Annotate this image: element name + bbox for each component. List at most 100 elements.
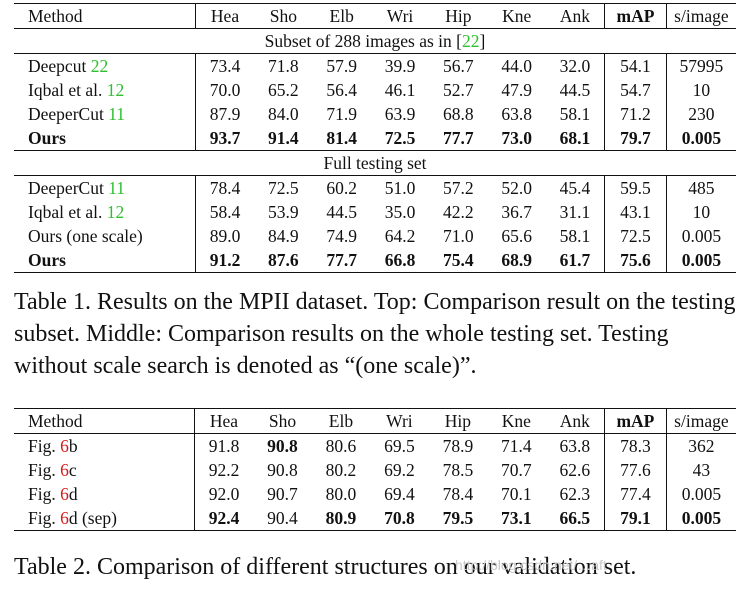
citation-link[interactable]: 12 xyxy=(106,80,125,100)
value-cell: 72.5 xyxy=(384,128,416,148)
col-header-method: Method xyxy=(14,408,195,434)
table-row: Fig. 6d (sep) 92.4 90.4 80.9 70.8 79.5 73.1 66.… xyxy=(14,506,736,531)
value-cell: 78.4 xyxy=(194,175,255,200)
value-cell: 57995 xyxy=(665,53,736,78)
figure-link[interactable]: 6 xyxy=(60,460,69,480)
table-row: Ours 93.7 91.4 81.4 72.5 77.7 73.0 68.1 79.7 0.00… xyxy=(14,126,736,151)
value-cell: 75.4 xyxy=(429,248,488,273)
value-cell: 73.1 xyxy=(487,506,546,531)
value-cell: 90.4 xyxy=(253,506,312,531)
citation-link[interactable]: 22 xyxy=(90,56,109,76)
value-cell: 44.5 xyxy=(326,202,357,222)
table-row: DeeperCut 11 87.9 84.0 71.9 63.9 68.8 63.8 58.1… xyxy=(14,102,736,126)
value-cell: 72.5 xyxy=(268,178,299,198)
value-cell: 84.9 xyxy=(268,226,299,246)
method-cell: Ours xyxy=(14,248,196,273)
value-cell: 45.4 xyxy=(559,178,591,198)
value-cell: 71.2 xyxy=(604,102,667,126)
value-cell: 79.1 xyxy=(604,506,667,531)
value-cell: 0.005 xyxy=(665,482,736,506)
value-cell: 77.4 xyxy=(604,482,667,506)
col-header-method: Method xyxy=(14,3,196,29)
value-cell: 66.5 xyxy=(545,506,605,531)
value-cell: 0.005 xyxy=(665,126,736,151)
citation-link[interactable]: 12 xyxy=(106,202,125,222)
value-cell: 70.0 xyxy=(194,78,255,102)
table-row: Fig. 6c 92.2 90.8 80.2 69.2 78.5 70.7 62.6 77.6 4… xyxy=(14,458,736,482)
value-cell: 10 xyxy=(665,78,736,102)
value-cell: 56.7 xyxy=(443,56,474,76)
col-header-s-per-image: s/image xyxy=(665,3,736,29)
value-cell: 87.6 xyxy=(254,248,313,273)
figure-link[interactable]: 6 xyxy=(60,436,69,456)
value-cell: 92.0 xyxy=(193,482,254,506)
value-cell: 70.7 xyxy=(501,460,532,480)
value-cell: 80.0 xyxy=(325,484,357,504)
value-cell: 70.1 xyxy=(501,484,532,504)
value-cell: 52.7 xyxy=(443,80,474,100)
value-cell: 74.9 xyxy=(326,226,357,246)
method-cell: Fig. 6c xyxy=(28,460,77,480)
table-row: Iqbal et al. 12 70.0 65.2 56.4 46.1 52.7 47.9 4… xyxy=(14,78,736,102)
value-cell: 71.9 xyxy=(326,104,357,124)
citation-link[interactable]: 11 xyxy=(108,104,126,124)
value-cell: 91.8 xyxy=(193,433,254,458)
value-cell: 44.0 xyxy=(501,56,532,76)
value-cell: 46.1 xyxy=(384,80,416,100)
value-cell: 230 xyxy=(665,102,736,126)
value-cell: 80.9 xyxy=(311,506,371,531)
method-cell: Fig. 6d (sep) xyxy=(14,506,195,531)
col-header-s-per-image: s/image xyxy=(665,408,736,434)
value-cell: 75.6 xyxy=(604,248,667,273)
value-cell: 31.1 xyxy=(559,202,591,222)
value-cell: 89.0 xyxy=(194,224,255,248)
value-cell: 68.1 xyxy=(559,128,591,148)
value-cell: 90.8 xyxy=(267,460,298,480)
value-cell: 0.005 xyxy=(665,248,736,273)
value-cell: 69.2 xyxy=(384,460,415,480)
value-cell: 42.2 xyxy=(443,202,474,222)
value-cell: 77.7 xyxy=(312,248,371,273)
value-cell: 79.5 xyxy=(428,506,488,531)
col-header-kne: Kne xyxy=(487,408,546,434)
value-cell: 91.2 xyxy=(194,248,255,273)
value-cell: 78.4 xyxy=(442,484,474,504)
section-title-subset: Subset of 288 images as in [22] xyxy=(14,28,736,54)
value-cell: 92.4 xyxy=(193,506,254,531)
value-cell: 79.7 xyxy=(604,126,667,151)
value-cell: 58.1 xyxy=(559,226,591,246)
value-cell: 0.005 xyxy=(665,506,736,531)
value-cell: 59.5 xyxy=(604,175,667,200)
figure-link[interactable]: 6 xyxy=(60,508,69,528)
value-cell: 78.5 xyxy=(442,460,474,480)
table-header-row: Method Hea Sho Elb Wri Hip Kne Ank mAP s… xyxy=(14,3,736,29)
value-cell: 73.4 xyxy=(194,53,255,78)
value-cell: 54.1 xyxy=(604,53,667,78)
col-header-hip: Hip xyxy=(429,3,488,29)
value-cell: 84.0 xyxy=(268,104,299,124)
citation-link[interactable]: 22 xyxy=(462,31,480,51)
value-cell: 43 xyxy=(665,458,736,482)
value-cell: 56.4 xyxy=(326,80,357,100)
value-cell: 61.7 xyxy=(545,248,605,273)
method-cell: Fig. 6b xyxy=(28,436,78,456)
value-cell: 77.7 xyxy=(443,128,474,148)
value-cell: 93.7 xyxy=(194,126,255,151)
value-cell: 69.5 xyxy=(384,436,415,456)
value-cell: 64.2 xyxy=(384,226,416,246)
value-cell: 87.9 xyxy=(194,102,255,126)
section-title-row: Subset of 288 images as in [22] xyxy=(14,28,736,54)
col-header-hip: Hip xyxy=(428,408,488,434)
value-cell: 92.2 xyxy=(193,458,254,482)
value-cell: 71.0 xyxy=(443,226,474,246)
method-cell: Ours (one scale) xyxy=(28,226,143,246)
citation-link[interactable]: 11 xyxy=(108,178,126,198)
value-cell: 78.9 xyxy=(442,436,474,456)
method-cell: Deepcut 22 xyxy=(28,56,109,76)
value-cell: 47.9 xyxy=(501,80,532,100)
section-title-full: Full testing set xyxy=(14,150,736,176)
value-cell: 485 xyxy=(665,175,736,200)
value-cell: 0.005 xyxy=(665,224,736,248)
figure-link[interactable]: 6 xyxy=(60,484,69,504)
table-header-row: Method Hea Sho Elb Wri Hip Kne Ank mAP s… xyxy=(14,408,736,434)
